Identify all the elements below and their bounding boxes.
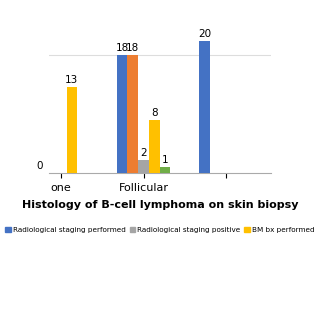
Legend: Radiological staging performed, Radiological staging positive, BM bx performed: Radiological staging performed, Radiolog… xyxy=(2,224,318,236)
Bar xyxy=(117,54,127,173)
Text: 18: 18 xyxy=(116,43,129,52)
Bar xyxy=(127,54,138,173)
Bar xyxy=(67,87,77,173)
Bar xyxy=(138,160,149,173)
Bar xyxy=(199,41,210,173)
Text: 1: 1 xyxy=(162,155,168,164)
Bar xyxy=(160,166,170,173)
Text: 8: 8 xyxy=(151,108,157,118)
X-axis label: Histology of B-cell lymphoma on skin biopsy: Histology of B-cell lymphoma on skin bio… xyxy=(22,200,298,210)
Text: 18: 18 xyxy=(126,43,140,52)
Text: 20: 20 xyxy=(198,29,211,39)
Text: 13: 13 xyxy=(65,76,78,85)
Text: 2: 2 xyxy=(140,148,147,158)
Bar xyxy=(149,120,160,173)
Text: 0: 0 xyxy=(36,161,43,171)
